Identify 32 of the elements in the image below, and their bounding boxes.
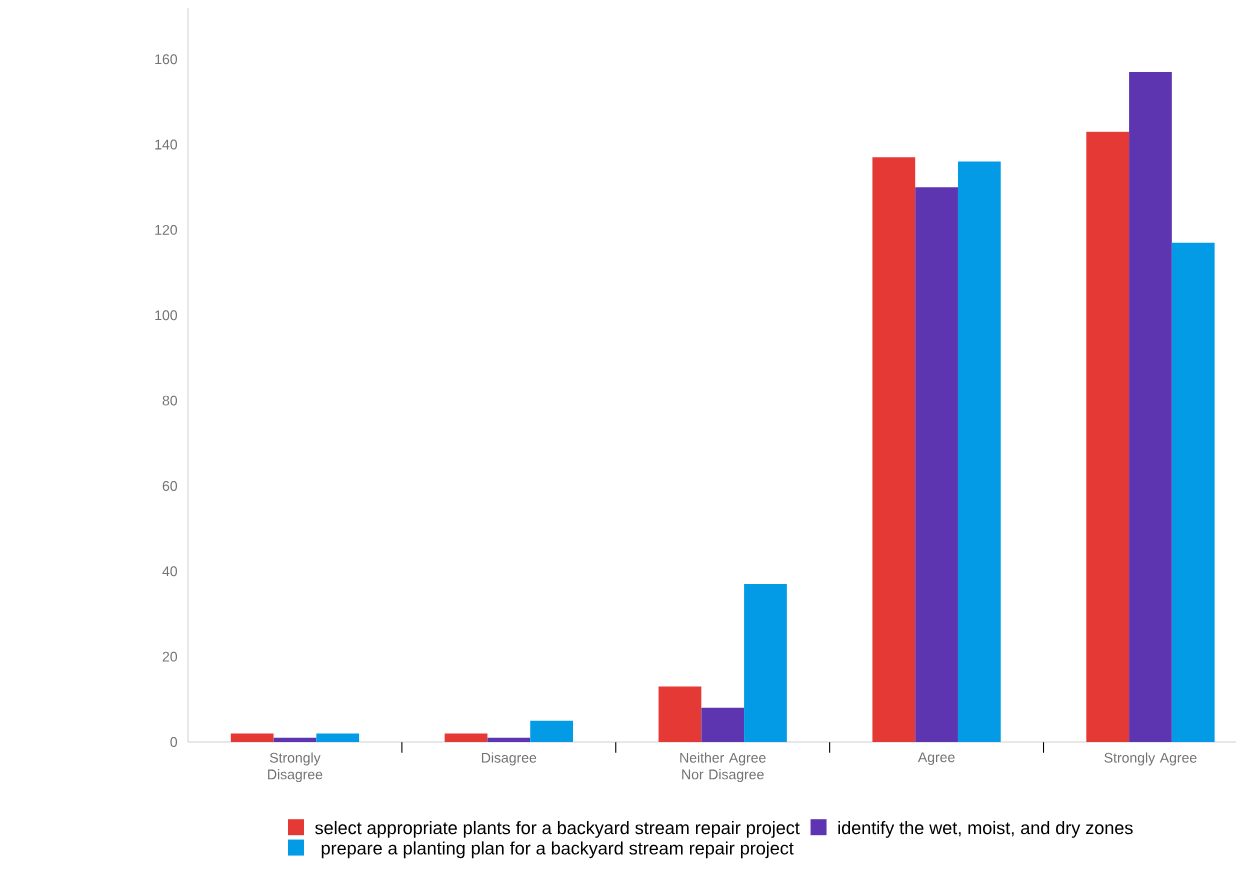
y-tick-label: 60 bbox=[162, 481, 178, 491]
y-tick-label: 160 bbox=[155, 54, 178, 65]
bar bbox=[316, 733, 360, 742]
bar bbox=[1086, 131, 1130, 742]
bar bbox=[872, 157, 916, 742]
legend-label: prepare a planting plan for a backyard stream repair project bbox=[321, 841, 794, 859]
bar bbox=[658, 686, 702, 742]
bar bbox=[273, 737, 317, 742]
x-tick-label: Neither Agree Nor Disagree bbox=[680, 752, 766, 783]
y-tick-label: 40 bbox=[162, 566, 178, 577]
legend-label: select appropriate plants for a backyard stream repair project bbox=[315, 821, 800, 838]
bar bbox=[1129, 72, 1172, 742]
bar bbox=[530, 720, 573, 742]
x-tick-label: Strongly Agree bbox=[1104, 752, 1197, 766]
y-tick-label: 80 bbox=[162, 395, 178, 406]
y-tick-label: 20 bbox=[162, 651, 178, 662]
bar bbox=[230, 733, 274, 742]
x-tick-label: Agree bbox=[917, 752, 955, 765]
x-tick-label: Strongly Disagree bbox=[268, 752, 323, 783]
legend-label: identify the wet, moist, and dry zones bbox=[838, 821, 1133, 838]
bar bbox=[915, 187, 958, 742]
bar bbox=[444, 733, 488, 742]
y-tick-label: 0 bbox=[170, 737, 178, 747]
bar bbox=[744, 584, 787, 742]
y-tick-label: 120 bbox=[155, 224, 178, 235]
bar bbox=[701, 707, 745, 742]
y-tick-label: 100 bbox=[155, 310, 178, 321]
bar bbox=[487, 737, 531, 742]
x-tick-label: Disagree bbox=[481, 752, 537, 766]
bar bbox=[957, 161, 1001, 742]
y-tick-label: 140 bbox=[155, 139, 178, 150]
bar bbox=[1171, 242, 1215, 742]
